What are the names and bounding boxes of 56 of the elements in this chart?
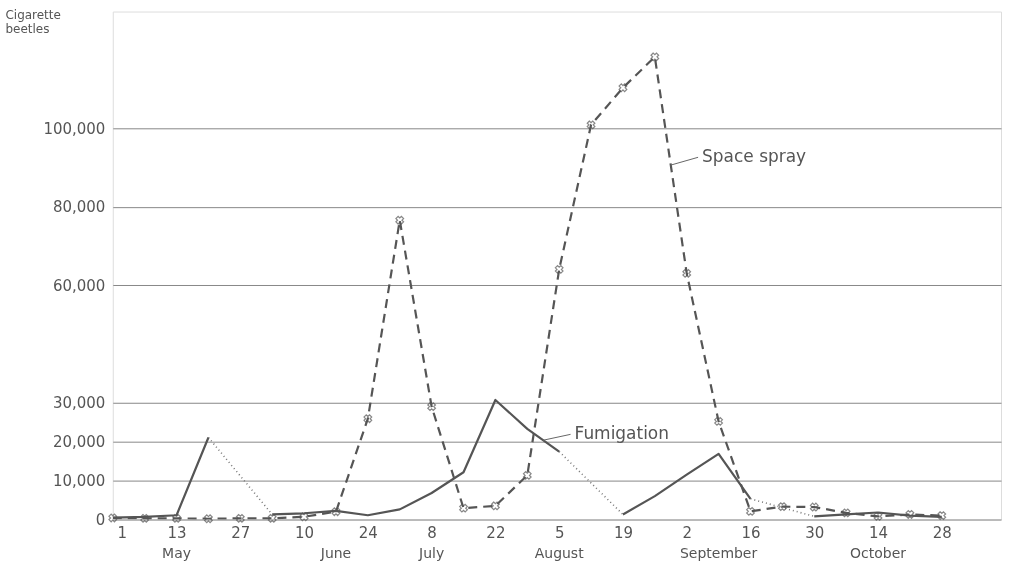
- y-tick-label: 80,000: [52, 198, 106, 217]
- point: [746, 506, 755, 516]
- point: [618, 83, 628, 93]
- point: [140, 513, 150, 523]
- x-tick-label: 28: [932, 524, 952, 542]
- point: [331, 507, 341, 517]
- x2-tick-label: May: [162, 545, 191, 562]
- point: [714, 417, 724, 426]
- point: [395, 215, 405, 225]
- y-tick-label: 100,000: [43, 120, 106, 139]
- x-tick-label: 14: [869, 524, 889, 542]
- x-tick-label: 16: [741, 524, 761, 542]
- point: [299, 512, 309, 522]
- x2-tick-label: August: [534, 545, 585, 562]
- point: [235, 513, 245, 523]
- y-axis-title: Cigarette beetles: [5, 8, 61, 36]
- series-label: Space spray: [702, 146, 807, 167]
- point: [490, 501, 500, 511]
- x2-tick-label: July: [418, 545, 445, 562]
- series-label: Fumigation: [574, 423, 669, 444]
- point: [777, 502, 787, 512]
- x-tick-label: 13: [167, 524, 187, 542]
- x2-tick-label: October: [850, 545, 907, 562]
- point: [363, 414, 373, 424]
- point: [459, 503, 468, 513]
- point: [937, 511, 947, 521]
- y-tick-label: 10,000: [52, 471, 106, 490]
- y-tick-label: 0: [95, 511, 106, 530]
- x-tick-label: 22: [486, 524, 506, 542]
- point: [554, 265, 564, 274]
- point: [905, 510, 915, 519]
- point: [108, 513, 118, 523]
- point: [809, 502, 819, 512]
- x-tick-label: 10: [295, 524, 315, 542]
- x-tick-label: 19: [613, 524, 633, 542]
- point: [650, 52, 660, 62]
- point: [427, 402, 437, 412]
- x-tick-label: 30: [805, 524, 825, 542]
- x-tick-label: 27: [231, 524, 251, 542]
- x-tick-label: 1: [117, 524, 128, 542]
- point: [841, 508, 851, 518]
- x-tick-label: 2: [682, 524, 692, 542]
- point: [682, 268, 692, 278]
- y-tick-label: 20,000: [52, 432, 106, 451]
- point: [522, 470, 532, 480]
- point: [172, 513, 181, 523]
- x2-tick-label: September: [679, 545, 758, 562]
- y-tick-label: 30,000: [52, 393, 106, 412]
- x-tick-label: 24: [358, 524, 378, 542]
- point: [204, 514, 213, 524]
- y-tick-label: 60,000: [52, 276, 106, 295]
- point: [267, 513, 277, 523]
- x-tick-label: 8: [427, 524, 437, 542]
- point: [586, 120, 596, 130]
- x-tick-label: 5: [554, 524, 565, 542]
- x2-tick-label: June: [319, 545, 352, 562]
